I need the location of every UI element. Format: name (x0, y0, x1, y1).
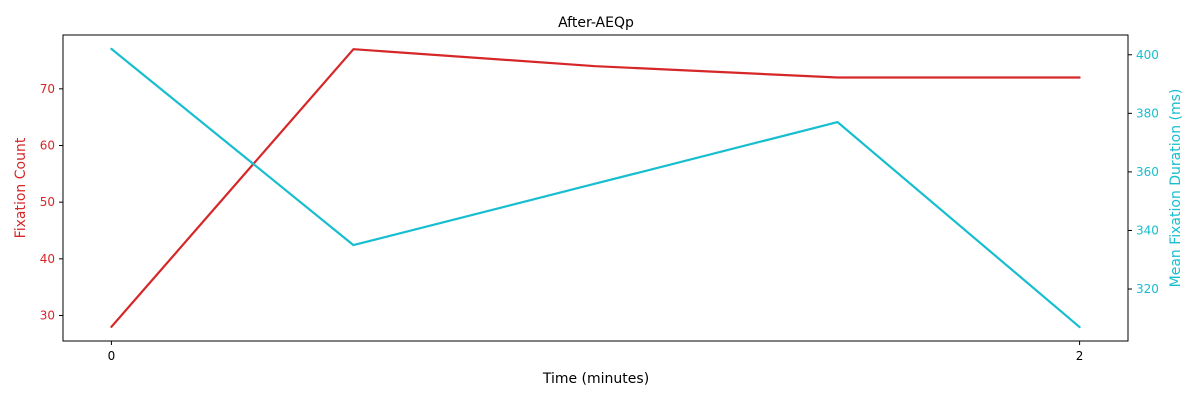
left-y-tick-label: 40 (40, 252, 55, 266)
chart-title: After-AEQp (558, 15, 634, 31)
plot-frame (62, 34, 1129, 342)
right-y-tick-label: 340 (1136, 223, 1159, 237)
plot-area: 0 2 30 40 50 60 70 320 340 360 380 400 (40, 34, 1159, 363)
duration-series-line (110, 47, 1081, 329)
right-y-axis-label: Mean Fixation Duration (ms) (1168, 89, 1184, 288)
x-tick-label: 0 (108, 349, 116, 363)
left-y-tick-label: 50 (40, 195, 55, 209)
x-tick-label: 2 (1076, 349, 1084, 363)
fixation-count-series-line (110, 48, 1081, 328)
left-y-tick-label: 70 (40, 82, 55, 96)
right-y-tick-label: 400 (1136, 48, 1159, 62)
right-y-tick-label: 320 (1136, 282, 1159, 296)
x-axis-label: Time (minutes) (542, 371, 649, 387)
left-y-axis-label: Fixation Count (13, 137, 29, 238)
right-y-tick-label: 360 (1136, 165, 1159, 179)
right-y-tick-label: 380 (1136, 106, 1159, 120)
left-y-tick-label: 30 (40, 309, 55, 323)
left-y-tick-label: 60 (40, 139, 55, 153)
